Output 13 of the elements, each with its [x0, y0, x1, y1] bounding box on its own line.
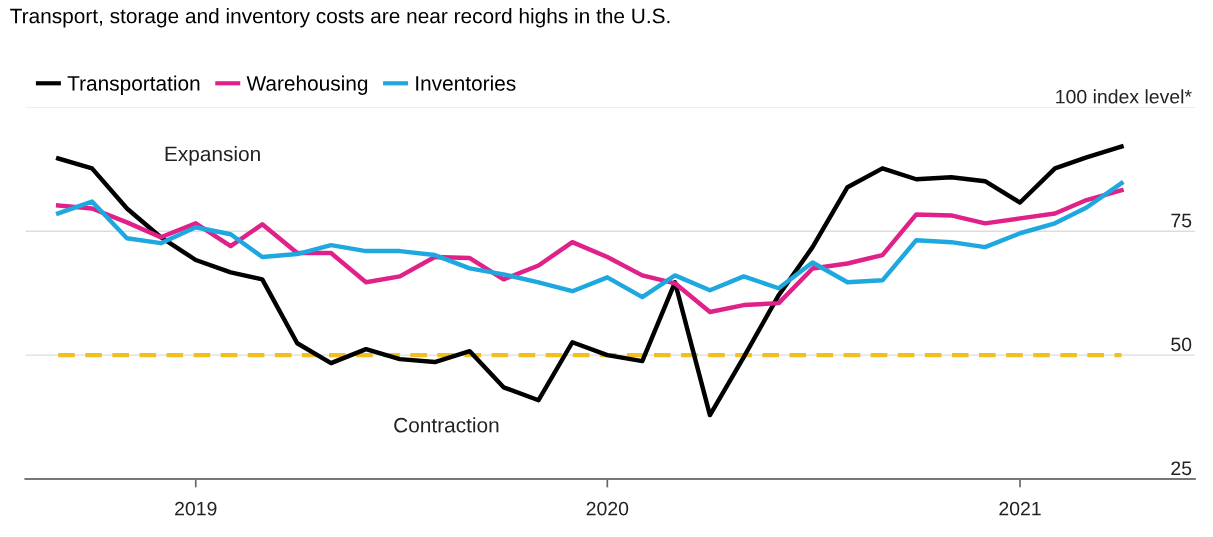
legend-label: Transportation — [67, 75, 200, 95]
y-tick-label: 100 index level* — [1056, 89, 1192, 104]
legend-label: Inventories — [416, 75, 516, 91]
chart-title: Transport, storage and inventory costs are near record highs in the U.S. — [10, 8, 670, 28]
annotation: Expansion — [165, 146, 260, 166]
x-tick-label: 2021 — [999, 501, 1041, 516]
y-tick-label: 50 — [1171, 337, 1192, 352]
x-tick-label: 2019 — [175, 501, 217, 516]
x-tick-label: 2020 — [586, 501, 629, 516]
y-tick-label: 25 — [1171, 461, 1192, 476]
y-tick-label: 75 — [1171, 213, 1192, 228]
legend-label: Warehousing — [246, 75, 368, 95]
annotation: Contraction — [394, 417, 499, 433]
